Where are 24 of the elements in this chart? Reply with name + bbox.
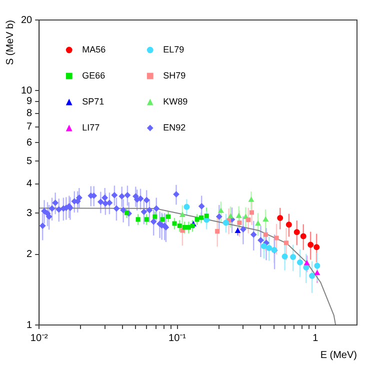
legend-label: EN92 xyxy=(163,122,186,132)
y-tick-label: 10 xyxy=(21,85,33,96)
legend-label: LI77 xyxy=(82,122,100,132)
legend-label: KW89 xyxy=(163,96,188,106)
y-tick-label: 3 xyxy=(26,208,33,219)
legend-label: MA56 xyxy=(82,44,106,54)
x-tick-label: 10⁻¹ xyxy=(168,332,187,344)
y-tick-label: 1 xyxy=(26,320,33,331)
legend-label: EL79 xyxy=(163,44,184,54)
x-axis-title: E (MeV) xyxy=(320,350,357,361)
y-tick-label: 5 xyxy=(26,156,33,167)
y-tick-label: 20 xyxy=(21,14,33,26)
y-tick-label: 7 xyxy=(26,122,33,133)
legend-label: GE66 xyxy=(82,70,106,80)
legend-label: SP71 xyxy=(82,96,104,106)
y-tick-label: 2 xyxy=(26,249,33,260)
y-axis-title: S (MeV b) xyxy=(4,20,16,66)
x-tick-label: 1 xyxy=(312,332,319,344)
y-tick-label: 6 xyxy=(26,137,33,148)
x-tick-label: 10⁻² xyxy=(30,332,49,344)
y-tick-label: 4 xyxy=(26,178,33,190)
y-tick-label: 8 xyxy=(26,108,33,120)
y-tick-label: 9 xyxy=(26,96,33,108)
legend-label: SH79 xyxy=(163,70,186,80)
